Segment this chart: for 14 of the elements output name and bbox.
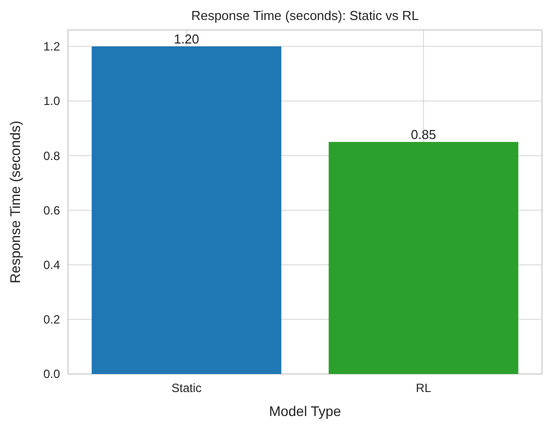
x-tick-label: RL — [416, 381, 432, 395]
data-label: 0.85 — [410, 126, 436, 142]
y-tick-label: 1.2 — [43, 40, 60, 54]
y-tick-label: 0.0 — [43, 367, 60, 382]
y-tick-label: 0.6 — [43, 203, 60, 218]
y-tick-label: 0.2 — [43, 312, 60, 327]
x-axis-title: Model Type — [268, 403, 342, 419]
chart-title: Response Time (seconds): Static vs RL — [191, 8, 419, 23]
y-tick-label: 1.0 — [43, 94, 60, 108]
x-tick-label: Static — [171, 381, 202, 395]
y-tick-label: 0.4 — [43, 258, 60, 272]
y-tick-label: 0.8 — [43, 148, 60, 163]
data-label: 1.20 — [174, 31, 200, 46]
y-axis-title: Response Time (seconds) — [7, 120, 23, 284]
